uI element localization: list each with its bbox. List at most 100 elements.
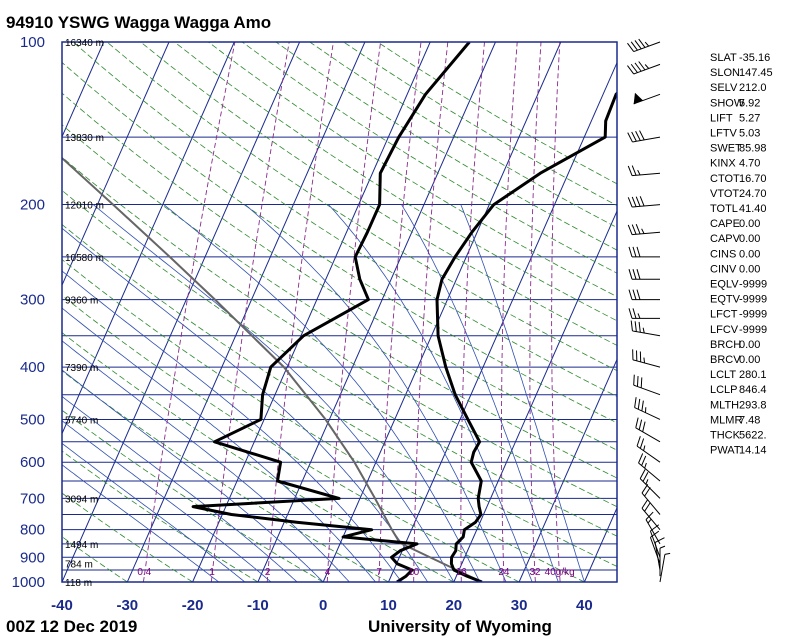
wind-barb-full [627,165,633,176]
isotherm-line [192,42,431,582]
index-value: 147.45 [739,67,773,79]
height-label: 7390 m [65,363,98,374]
wind-barb [659,552,671,583]
wind-barb-full [636,436,641,447]
index-label: PWAT [710,445,741,457]
wind-barb [627,130,661,143]
wind-barb-staff [636,445,661,463]
wind-barb-full [627,224,633,235]
wind-barb-full [644,502,651,512]
wind-barb [628,269,660,280]
wind-barb-staff [641,492,661,515]
wind-barb-staff [645,519,661,545]
index-value: 7.48 [739,414,760,426]
dry-adiabat [62,370,389,582]
moist-adiabat [62,307,376,582]
wind-barb-full [639,130,645,141]
isotherm-line [453,209,617,582]
mixing-ratio-label: 7 [376,567,382,578]
index-value: 293.8 [739,399,767,411]
moist-adiabat [328,204,533,582]
pressure-tick-label: 100 [20,34,45,51]
isotherm-line [388,61,617,582]
moist-adiabat [92,204,455,582]
index-label: LIFT [710,112,733,124]
mixing-ratio-line [378,42,422,582]
mixing-ratio-label: 10 [408,567,420,578]
index-value: 5.03 [739,128,760,140]
wind-barb [627,61,661,75]
wind-barb-half [637,169,641,176]
dry-adiabat [62,259,585,582]
temperature-tick-label: 20 [445,597,462,614]
temperature-tick-label: 10 [380,597,397,614]
wind-barb [654,537,665,571]
pressure-tick-label: 1000 [12,574,45,591]
pressure-tick-label: 700 [20,490,45,507]
plot-clip-group [62,42,617,582]
index-value: 4.70 [739,158,760,170]
height-label: 13830 m [65,133,104,144]
wind-barb-full [639,351,642,362]
height-label: 118 m [65,578,92,589]
wind-barb-full [639,196,645,207]
height-label: 5740 m [65,415,98,426]
temperature-tick-label: -10 [247,597,269,614]
wind-barb-full [636,289,641,300]
dry-adiabat [62,409,324,582]
index-value: 0.00 [739,248,760,260]
index-label: TOTL [710,203,738,215]
wind-barb-full [628,269,633,280]
temperature-tick-label: 0 [319,597,327,614]
wind-barb-full [650,530,660,538]
wind-barb-half [644,41,650,47]
index-label: KINX [710,158,736,170]
height-label: 9360 m [65,296,98,307]
wind-barb-full [635,131,641,141]
temperature-tick-label: -30 [116,597,138,614]
pressure-tick-label: 800 [20,522,45,539]
mixing-ratio-label: 4 [325,567,331,578]
isotherm-line [257,42,496,582]
wind-barb-half [642,327,645,334]
index-label: VTOT [710,188,739,200]
wind-barb-half [645,479,649,485]
wind-barb-full [635,417,639,428]
isotherm-line [62,42,301,582]
mixing-ratio-line [142,42,236,582]
moist-adiabat [163,204,481,582]
wind-barb-full [644,487,651,497]
height-label: 784 m [65,560,93,571]
mixing-ratio-line [460,42,485,582]
dry-adiabat [62,156,617,508]
moist-adiabat [62,270,402,582]
wind-barb-full [638,38,646,48]
mixing-ratio-label: 0.4 [137,567,151,578]
index-label: LCLP [710,384,738,396]
wind-barb-full [641,455,647,466]
index-value: 24.70 [739,188,767,200]
isotherm-line [62,42,170,287]
wind-barb [628,308,660,319]
wind-barb [635,417,661,443]
wind-barb-full [627,42,635,52]
dry-adiabat [106,42,617,372]
index-label: CAPV [710,233,741,245]
index-label: LFCV [710,324,739,336]
index-label: SELV [710,82,738,94]
moist-adiabat [62,395,298,582]
wind-barb-full [641,400,644,412]
moist-adiabat [62,369,324,582]
wind-barb [638,453,661,482]
wind-barb-staff [633,63,661,75]
wind-barb-half [643,357,646,364]
wind-barb-full [631,131,637,142]
temperature-tick-label: -20 [182,597,204,614]
wind-barb-staff [632,330,661,337]
chart-footer-source: University of Wyoming [368,617,552,636]
index-label: CINS [710,248,736,260]
wind-barb-full [634,62,642,72]
dewpoint-line [191,42,471,582]
index-label: BRCV [710,354,741,366]
dry-adiabat [208,42,617,298]
